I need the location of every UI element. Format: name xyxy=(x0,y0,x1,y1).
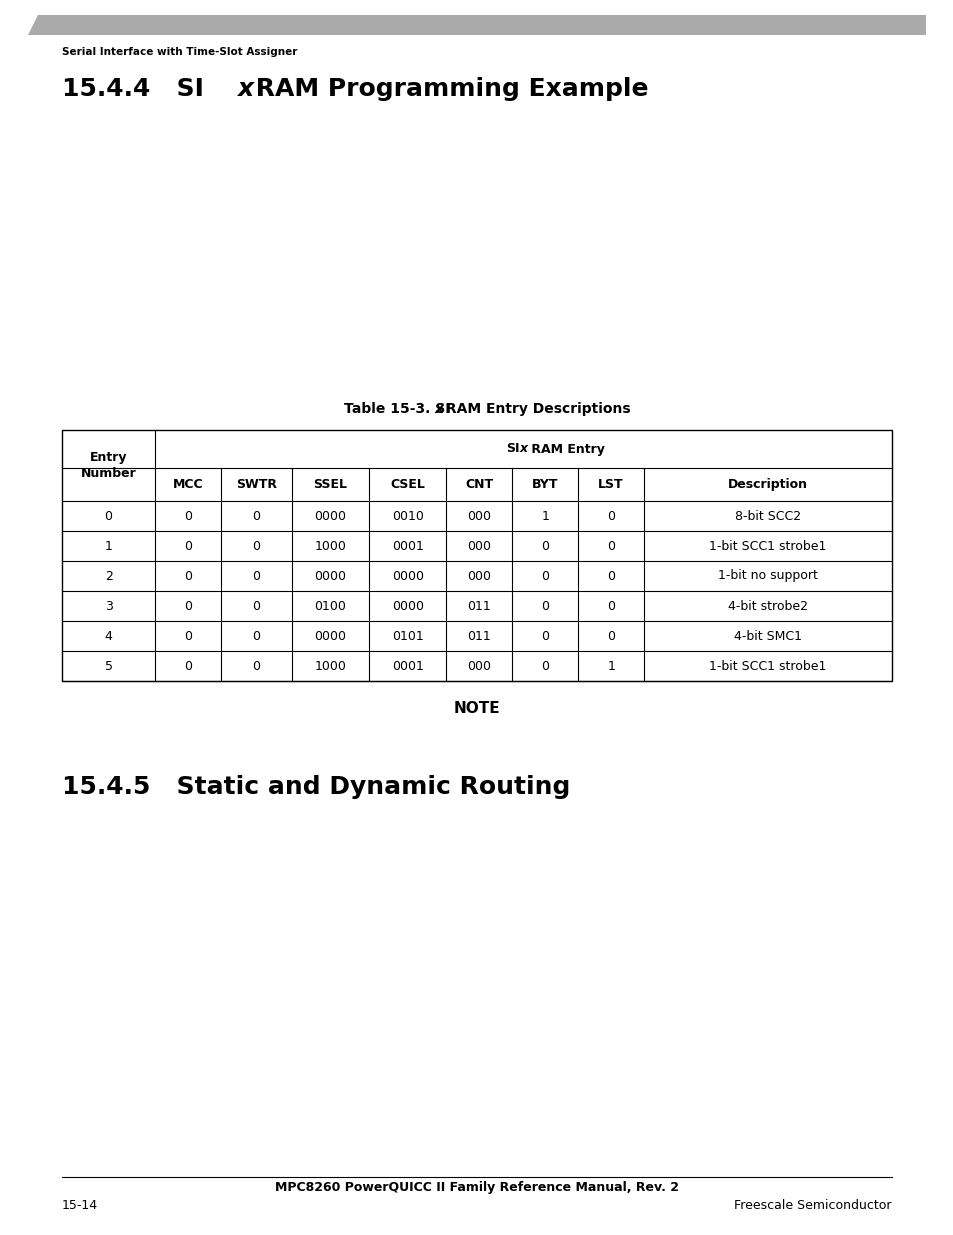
Text: 0100: 0100 xyxy=(314,599,346,613)
Text: 3: 3 xyxy=(105,599,112,613)
Text: RAM Programming Example: RAM Programming Example xyxy=(247,77,648,101)
Text: 1-bit SCC1 strobe1: 1-bit SCC1 strobe1 xyxy=(709,540,826,552)
Text: Entry
Number: Entry Number xyxy=(81,451,136,480)
Text: 0000: 0000 xyxy=(314,510,346,522)
Text: Table 15-3. SI: Table 15-3. SI xyxy=(344,403,450,416)
Text: LST: LST xyxy=(598,478,623,492)
Text: 1: 1 xyxy=(105,540,112,552)
Text: 0: 0 xyxy=(540,540,549,552)
Text: 0: 0 xyxy=(540,599,549,613)
Text: 000: 000 xyxy=(467,659,491,673)
Text: 000: 000 xyxy=(467,510,491,522)
Text: 1000: 1000 xyxy=(314,540,346,552)
Text: 0: 0 xyxy=(253,630,260,642)
Text: 15.4.5   Static and Dynamic Routing: 15.4.5 Static and Dynamic Routing xyxy=(62,776,570,799)
Text: 011: 011 xyxy=(467,599,491,613)
Text: 0000: 0000 xyxy=(392,569,423,583)
Text: CSEL: CSEL xyxy=(390,478,425,492)
Text: x: x xyxy=(236,77,253,101)
Text: 4-bit SMC1: 4-bit SMC1 xyxy=(733,630,801,642)
Text: x: x xyxy=(435,403,443,416)
Text: x: x xyxy=(519,442,527,456)
Text: 1-bit SCC1 strobe1: 1-bit SCC1 strobe1 xyxy=(709,659,826,673)
Text: CNT: CNT xyxy=(465,478,493,492)
Text: 000: 000 xyxy=(467,569,491,583)
Text: 0: 0 xyxy=(105,510,112,522)
Text: 0: 0 xyxy=(184,659,192,673)
Text: MCC: MCC xyxy=(172,478,203,492)
Text: 2: 2 xyxy=(105,569,112,583)
Text: 0: 0 xyxy=(184,630,192,642)
Text: 0: 0 xyxy=(184,510,192,522)
Text: 0: 0 xyxy=(606,540,615,552)
Text: Freescale Semiconductor: Freescale Semiconductor xyxy=(734,1199,891,1212)
Text: 1: 1 xyxy=(540,510,549,522)
Text: 0: 0 xyxy=(184,599,192,613)
Text: 0: 0 xyxy=(540,630,549,642)
Text: 1-bit no support: 1-bit no support xyxy=(718,569,817,583)
Text: 0000: 0000 xyxy=(314,569,346,583)
Text: RAM Entry: RAM Entry xyxy=(526,442,604,456)
Text: 0101: 0101 xyxy=(392,630,423,642)
Text: SSEL: SSEL xyxy=(313,478,347,492)
Text: SI: SI xyxy=(506,442,519,456)
Text: 0000: 0000 xyxy=(314,630,346,642)
Text: 0001: 0001 xyxy=(392,659,423,673)
Text: 011: 011 xyxy=(467,630,491,642)
Text: 0000: 0000 xyxy=(392,599,423,613)
Polygon shape xyxy=(28,15,925,35)
Text: Description: Description xyxy=(727,478,807,492)
Text: NOTE: NOTE xyxy=(454,701,499,716)
Text: 0: 0 xyxy=(540,659,549,673)
Text: MPC8260 PowerQUICC II Family Reference Manual, Rev. 2: MPC8260 PowerQUICC II Family Reference M… xyxy=(274,1181,679,1194)
Text: 0: 0 xyxy=(184,540,192,552)
Text: 8-bit SCC2: 8-bit SCC2 xyxy=(734,510,801,522)
Text: 000: 000 xyxy=(467,540,491,552)
Text: 0: 0 xyxy=(184,569,192,583)
Text: 4-bit strobe2: 4-bit strobe2 xyxy=(727,599,807,613)
Text: 15.4.4   SI: 15.4.4 SI xyxy=(62,77,204,101)
Text: 0: 0 xyxy=(253,510,260,522)
Text: 1: 1 xyxy=(607,659,615,673)
Text: 0: 0 xyxy=(253,540,260,552)
Text: 0: 0 xyxy=(253,569,260,583)
Text: 0: 0 xyxy=(606,599,615,613)
Text: 0: 0 xyxy=(253,599,260,613)
Text: 15-14: 15-14 xyxy=(62,1199,98,1212)
Text: Serial Interface with Time-Slot Assigner: Serial Interface with Time-Slot Assigner xyxy=(62,47,297,57)
Text: 1000: 1000 xyxy=(314,659,346,673)
Text: 0: 0 xyxy=(253,659,260,673)
Text: 0: 0 xyxy=(606,569,615,583)
Text: 5: 5 xyxy=(105,659,112,673)
Text: 0: 0 xyxy=(540,569,549,583)
Text: 4: 4 xyxy=(105,630,112,642)
Text: 0: 0 xyxy=(606,630,615,642)
Bar xyxy=(62,430,891,680)
Text: SWTR: SWTR xyxy=(235,478,276,492)
Text: 0: 0 xyxy=(606,510,615,522)
Text: BYT: BYT xyxy=(532,478,558,492)
Text: 0010: 0010 xyxy=(392,510,423,522)
Text: 0001: 0001 xyxy=(392,540,423,552)
Text: RAM Entry Descriptions: RAM Entry Descriptions xyxy=(440,403,630,416)
